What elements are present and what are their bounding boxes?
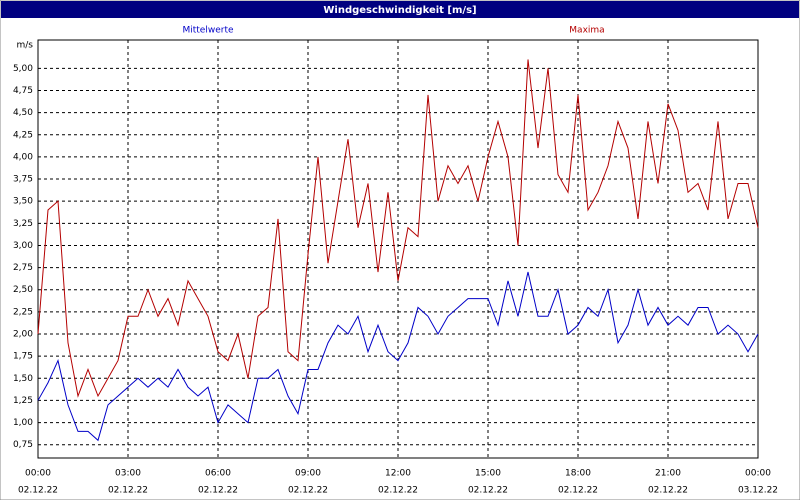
x-tick-date: 02.12.22: [648, 486, 688, 496]
y-tick-label: 2,75: [13, 263, 33, 273]
title-bar: [1, 1, 799, 18]
y-tick-label: 1,75: [13, 352, 33, 362]
y-axis-label: m/s: [17, 41, 34, 51]
y-tick-label: 1,00: [13, 418, 33, 428]
y-tick-label: 1,50: [13, 374, 33, 384]
y-tick-label: 1,25: [13, 396, 33, 406]
y-tick-label: 3,00: [13, 241, 33, 251]
x-tick-date: 03.12.22: [738, 486, 778, 496]
y-tick-label: 4,75: [13, 86, 33, 96]
y-tick-label: 4,00: [13, 152, 33, 162]
x-tick-label: 09:00: [295, 469, 321, 479]
x-tick-label: 21:00: [655, 469, 681, 479]
x-tick-label: 15:00: [475, 469, 501, 479]
y-tick-label: 5,00: [13, 64, 33, 74]
x-tick-label: 00:00: [745, 469, 771, 479]
x-tick-date: 02.12.22: [18, 486, 58, 496]
x-tick-label: 06:00: [205, 469, 231, 479]
y-tick-label: 4,25: [13, 130, 33, 140]
x-tick-date: 02.12.22: [378, 486, 418, 496]
y-tick-label: 2,00: [13, 330, 33, 340]
y-tick-label: 3,75: [13, 175, 33, 185]
y-tick-label: 3,25: [13, 219, 33, 229]
y-tick-label: 2,25: [13, 307, 33, 317]
x-tick-date: 02.12.22: [108, 486, 148, 496]
x-tick-date: 02.12.22: [468, 486, 508, 496]
x-tick-date: 02.12.22: [288, 486, 328, 496]
x-tick-label: 12:00: [385, 469, 411, 479]
series-line: [37, 59, 759, 398]
x-tick-label: 18:00: [565, 469, 591, 479]
legend-label: Maxima: [569, 26, 604, 36]
y-tick-label: 0,75: [13, 440, 33, 450]
y-tick-label: 3,50: [13, 197, 33, 207]
x-tick-label: 03:00: [115, 469, 141, 479]
legend-label: Mittelwerte: [182, 26, 233, 36]
series-line: [37, 271, 759, 442]
y-tick-label: 2,50: [13, 285, 33, 295]
plot-frame: [37, 39, 759, 459]
x-tick-date: 02.12.22: [198, 486, 238, 496]
x-tick-date: 02.12.22: [558, 486, 598, 496]
chart-title: Windgeschwindigkeit [m/s]: [323, 5, 476, 16]
y-tick-label: 4,50: [13, 108, 33, 118]
x-tick-label: 00:00: [25, 469, 51, 479]
